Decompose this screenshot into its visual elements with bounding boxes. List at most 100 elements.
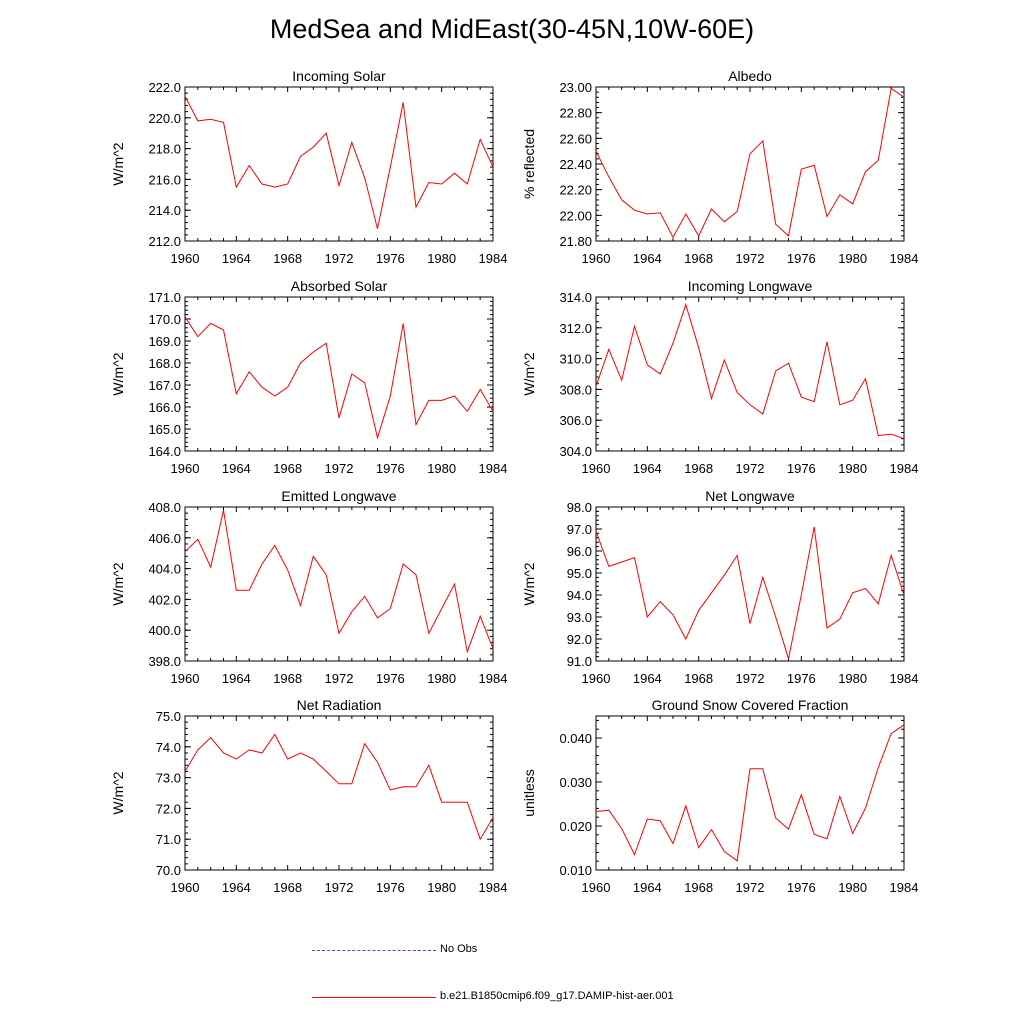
- y-tick-label: 218.0: [148, 142, 181, 157]
- x-tick-label: 1980: [838, 251, 867, 266]
- y-tick-label: 164.0: [148, 444, 181, 459]
- y-axis-label: W/m^2: [110, 142, 126, 185]
- panel-title: Net Radiation: [297, 697, 382, 713]
- x-tick-label: 1976: [376, 251, 405, 266]
- panel-6: Net Longwave W/m^2 1960 1964 1968 1972 1976 198…: [521, 488, 918, 686]
- x-tick-label: 1968: [273, 461, 302, 476]
- x-tick-label: 1984: [890, 461, 919, 476]
- x-tick-label: 1976: [376, 671, 405, 686]
- y-tick-label: 212.0: [148, 234, 181, 249]
- x-tick-label: 1980: [838, 880, 867, 895]
- plot-frame: [595, 506, 905, 662]
- series-line: [184, 316, 494, 440]
- y-tick-label: 0.010: [559, 863, 592, 878]
- figure-title: MedSea and MidEast(30-45N,10W-60E): [269, 14, 755, 44]
- x-tick-label: 1968: [684, 671, 713, 686]
- x-tick-label: 1980: [838, 671, 867, 686]
- y-tick-label: 304.0: [559, 444, 592, 459]
- panel-title: Emitted Longwave: [281, 488, 396, 504]
- y-tick-label: 98.0: [567, 500, 592, 515]
- y-tick-label: 165.0: [148, 422, 181, 437]
- y-tick-label: 170.0: [148, 312, 181, 327]
- x-tick-label: 1972: [325, 880, 354, 895]
- x-tick-label: 1960: [582, 251, 611, 266]
- x-tick-label: 1964: [222, 461, 251, 476]
- y-tick-label: 23.00: [559, 80, 592, 95]
- x-tick-label: 1972: [325, 671, 354, 686]
- y-tick-label: 169.0: [148, 334, 181, 349]
- y-tick-label: 74.0: [156, 740, 181, 755]
- x-tick-label: 1964: [222, 880, 251, 895]
- x-tick-label: 1984: [479, 251, 508, 266]
- y-tick-label: 0.020: [559, 819, 592, 834]
- series-line: [595, 526, 905, 659]
- x-tick-label: 1960: [171, 461, 200, 476]
- series-line: [595, 87, 905, 239]
- x-tick-label: 1960: [582, 671, 611, 686]
- legend-label-model: b.e21.B1850cmip6.f09_g17.DAMIP-hist-aer.…: [440, 990, 674, 1002]
- y-axis-label: W/m^2: [521, 352, 537, 395]
- series-line: [184, 733, 494, 841]
- y-tick-label: 21.80: [559, 234, 592, 249]
- x-tick-label: 1984: [890, 880, 919, 895]
- y-tick-label: 402.0: [148, 592, 181, 607]
- x-tick-label: 1968: [273, 251, 302, 266]
- x-tick-label: 1968: [684, 251, 713, 266]
- x-tick-label: 1980: [427, 671, 456, 686]
- y-tick-label: 171.0: [148, 290, 181, 305]
- panel-title: Net Longwave: [705, 488, 795, 504]
- y-axis-label: W/m^2: [521, 562, 537, 605]
- x-tick-label: 1968: [273, 880, 302, 895]
- x-tick-label: 1984: [479, 671, 508, 686]
- y-tick-label: 22.00: [559, 208, 592, 223]
- plot-frame: [595, 86, 905, 242]
- panel-3: Absorbed Solar W/m^2 1960 1964 1968 1972 1976 1…: [110, 278, 507, 476]
- y-tick-label: 314.0: [559, 290, 592, 305]
- x-tick-label: 1984: [479, 880, 508, 895]
- y-tick-label: 312.0: [559, 321, 592, 336]
- x-tick-label: 1980: [838, 461, 867, 476]
- x-tick-label: 1960: [171, 251, 200, 266]
- series-line: [595, 724, 905, 862]
- x-tick-label: 1960: [582, 880, 611, 895]
- x-tick-label: 1980: [427, 251, 456, 266]
- y-tick-label: 93.0: [567, 610, 592, 625]
- x-tick-label: 1976: [787, 880, 816, 895]
- panel-title: Ground Snow Covered Fraction: [652, 697, 849, 713]
- y-tick-label: 73.0: [156, 771, 181, 786]
- x-tick-label: 1980: [427, 880, 456, 895]
- panel-5: Emitted Longwave W/m^2 1960 1964 1968 1972 197…: [110, 488, 507, 686]
- y-tick-label: 97.0: [567, 522, 592, 537]
- plot-frame: [184, 715, 494, 871]
- panel-7: Net Radiation W/m^2 1960 1964 1968 1972 1976 19…: [110, 697, 507, 895]
- x-tick-label: 1972: [325, 251, 354, 266]
- y-axis-label: W/m^2: [110, 771, 126, 814]
- panel-title: Incoming Longwave: [688, 278, 813, 294]
- y-tick-label: 214.0: [148, 203, 181, 218]
- y-tick-label: 91.0: [567, 654, 592, 669]
- x-tick-label: 1968: [684, 461, 713, 476]
- plot-frame: [184, 296, 494, 452]
- x-tick-label: 1968: [684, 880, 713, 895]
- legend-label-obs: No Obs: [440, 943, 478, 955]
- x-tick-label: 1976: [787, 251, 816, 266]
- x-tick-label: 1972: [325, 461, 354, 476]
- y-tick-label: 72.0: [156, 801, 181, 816]
- y-tick-label: 75.0: [156, 709, 181, 724]
- y-tick-label: 220.0: [148, 111, 181, 126]
- y-tick-label: 404.0: [148, 562, 181, 577]
- x-tick-label: 1964: [222, 251, 251, 266]
- y-tick-label: 406.0: [148, 531, 181, 546]
- x-tick-label: 1964: [222, 671, 251, 686]
- y-tick-label: 0.040: [559, 731, 592, 746]
- y-tick-label: 22.20: [559, 183, 592, 198]
- y-tick-label: 22.80: [559, 106, 592, 121]
- x-tick-label: 1972: [736, 461, 765, 476]
- y-axis-label: W/m^2: [110, 562, 126, 605]
- panel-4: Incoming Longwave W/m^2 1960 1964 1968 1972 19…: [521, 278, 918, 476]
- x-tick-label: 1964: [633, 251, 662, 266]
- panel-1: Incoming Solar W/m^2 1960 1964 1968 1972 1976 1…: [110, 68, 507, 266]
- plot-frame: [595, 715, 905, 871]
- x-tick-label: 1972: [736, 880, 765, 895]
